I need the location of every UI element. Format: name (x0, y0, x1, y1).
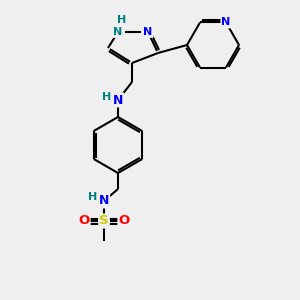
Text: O: O (78, 214, 90, 227)
Text: H: H (102, 92, 112, 102)
Text: O: O (118, 214, 130, 227)
Text: H: H (88, 192, 98, 202)
Text: H: H (117, 15, 127, 25)
Text: N: N (143, 27, 153, 37)
Text: N: N (113, 27, 123, 37)
Text: N: N (99, 194, 109, 208)
Text: N: N (113, 94, 123, 106)
Text: S: S (99, 214, 109, 227)
Text: N: N (221, 17, 231, 28)
